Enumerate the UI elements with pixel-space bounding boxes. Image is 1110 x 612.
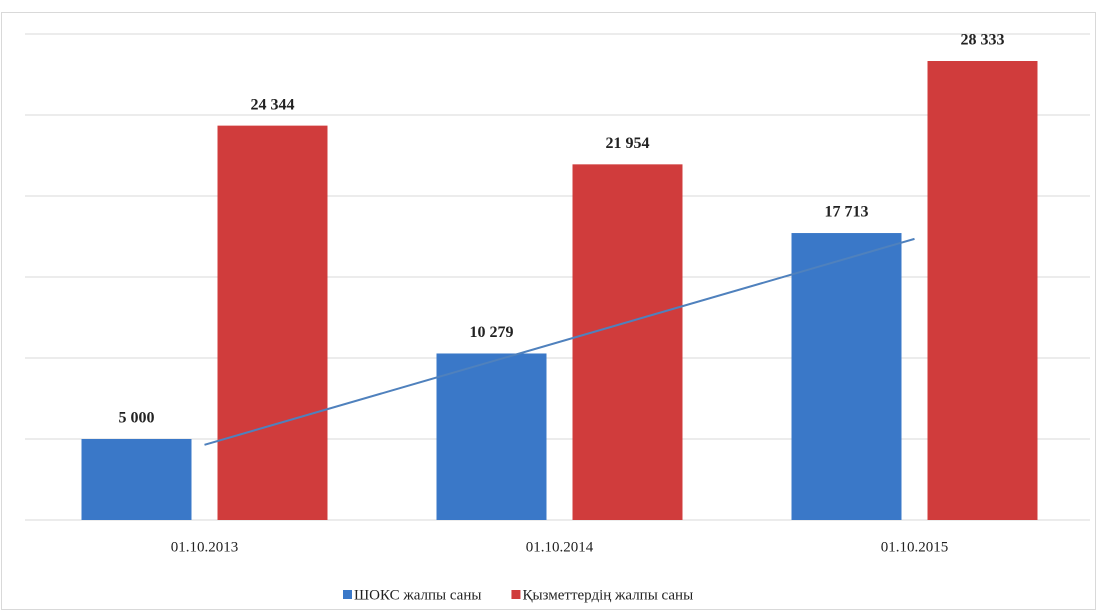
data-label: 5 000 — [119, 410, 155, 427]
bar — [927, 61, 1038, 520]
legend-swatch — [343, 590, 352, 599]
legend-label: Қызметтердің жалпы саны — [522, 587, 693, 603]
data-label: 24 344 — [251, 96, 295, 113]
bar — [81, 439, 192, 520]
bar — [436, 353, 547, 520]
legend-label: ШОКС жалпы саны — [354, 587, 481, 603]
bar — [572, 164, 683, 520]
x-tick-label: 01.10.2013 — [171, 539, 239, 555]
bar — [217, 125, 328, 520]
data-label: 28 333 — [961, 32, 1005, 49]
bar — [791, 233, 902, 521]
trendline — [204, 237, 915, 446]
x-tick-label: 01.10.2014 — [526, 539, 594, 555]
x-tick-label: 01.10.2015 — [881, 539, 949, 555]
data-label: 10 279 — [470, 324, 514, 341]
data-label: 21 954 — [606, 135, 650, 152]
legend-swatch — [511, 590, 521, 599]
data-label: 17 713 — [825, 204, 869, 221]
